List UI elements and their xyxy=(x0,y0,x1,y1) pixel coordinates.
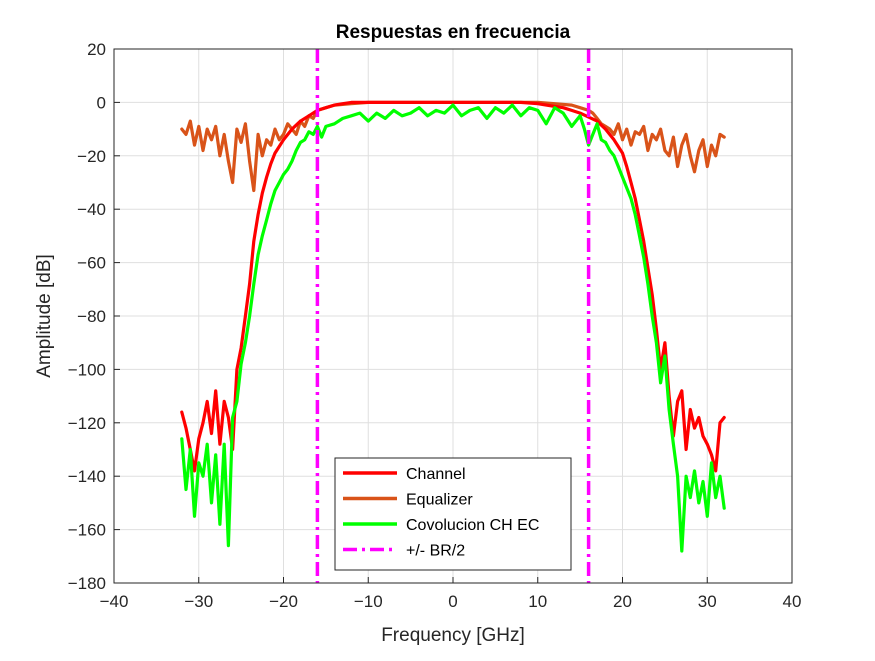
y-tick-label: −160 xyxy=(68,521,106,540)
legend-box xyxy=(334,457,572,571)
y-tick-label: −20 xyxy=(77,147,106,166)
x-tick-label: 20 xyxy=(613,592,632,611)
y-tick-label: −80 xyxy=(77,307,106,326)
y-axis-label: Amplitude [dB] xyxy=(34,254,55,378)
x-tick-label: −20 xyxy=(269,592,298,611)
y-tick-label: 20 xyxy=(87,40,106,59)
legend-label: Equalizer xyxy=(406,492,473,509)
y-tick-label: −40 xyxy=(77,200,106,219)
x-tick-label: 10 xyxy=(528,592,547,611)
y-tick-label: −100 xyxy=(68,360,106,379)
x-tick-label: 40 xyxy=(783,592,802,611)
x-tick-label: 0 xyxy=(448,592,457,611)
x-tick-label: −40 xyxy=(100,592,129,611)
tick-labels: −40 −30 −20 −10 0 10 20 30 40200−20−40−60−80−100… xyxy=(68,40,802,611)
legend-label: +/- BR/2 xyxy=(406,543,465,560)
x-tick-label: 30 xyxy=(698,592,717,611)
legend: Channel Equalizer Covolucion CH EC +/- BR/2 xyxy=(334,457,572,571)
x-axis-label: Frequency [GHz] xyxy=(381,625,525,646)
y-tick-label: 0 xyxy=(97,93,106,112)
legend-label: Channel xyxy=(406,466,466,483)
x-tick-label: −10 xyxy=(354,592,383,611)
chart-title: Respuestas en frecuencia xyxy=(336,22,571,43)
data-lines xyxy=(180,49,726,583)
y-tick-label: −120 xyxy=(68,414,106,433)
y-tick-label: −60 xyxy=(77,254,106,273)
legend-label: Covolucion CH EC xyxy=(406,517,539,534)
x-tick-label: −30 xyxy=(184,592,213,611)
y-tick-label: −140 xyxy=(68,467,106,486)
y-tick-label: −180 xyxy=(68,574,106,593)
series-line-covolucion-ch-ec xyxy=(180,103,726,553)
